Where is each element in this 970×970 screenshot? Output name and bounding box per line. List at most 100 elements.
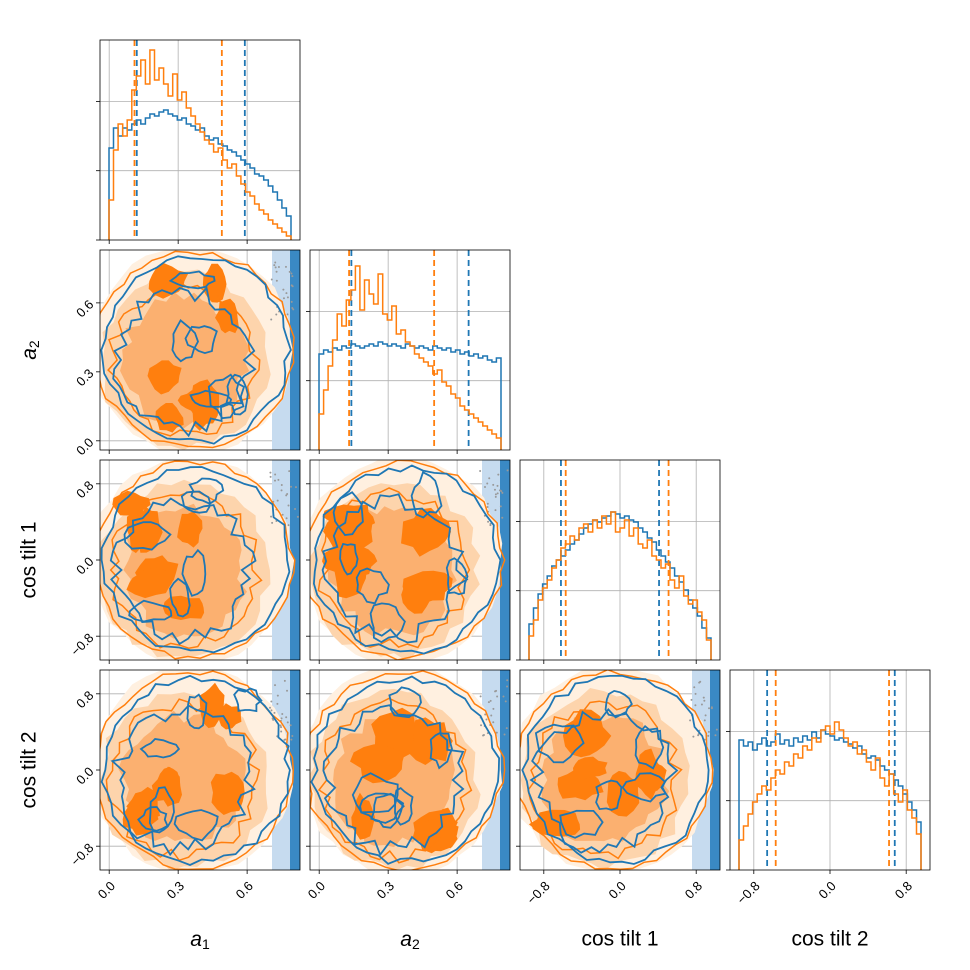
sample-point: [285, 292, 288, 295]
contour-blue: [100, 674, 291, 866]
sample-point: [480, 724, 483, 727]
sample-point: [281, 513, 284, 516]
contour-blue-island: [393, 786, 414, 826]
density-fill-orange-dark: [126, 567, 174, 599]
sample-point: [286, 492, 289, 495]
sample-point: [487, 520, 490, 523]
sample-point: [286, 313, 289, 316]
sample-point: [486, 502, 489, 505]
sample-point: [484, 713, 487, 716]
contour-blue: [109, 497, 257, 646]
sample-point: [504, 700, 507, 703]
sample-point: [291, 275, 294, 278]
panel-cos_tilt_2-a1: [100, 670, 300, 870]
sample-point: [286, 296, 289, 299]
sample-point: [700, 703, 703, 706]
contour-blue-island: [139, 738, 181, 759]
sample-point: [693, 686, 696, 689]
sample-point: [274, 684, 277, 687]
sample-point: [275, 279, 278, 282]
contour-blue-island: [168, 270, 216, 290]
density-fill-blue-dark: [290, 250, 300, 450]
sample-point: [275, 270, 278, 273]
sample-point: [494, 690, 497, 693]
x-axis-label-cos_tilt_1: cos tilt 1: [581, 928, 658, 951]
contour-blue-island: [173, 809, 219, 842]
contour-blue-island: [171, 319, 199, 363]
contour-blue-island: [184, 325, 218, 355]
histogram-series-b: [528, 511, 712, 660]
sample-point: [493, 488, 496, 491]
sample-point: [292, 308, 295, 311]
sample-point: [694, 692, 697, 695]
density-fill-orange-dark: [218, 703, 242, 730]
sample-point: [704, 714, 707, 717]
sample-point: [501, 491, 504, 494]
sample-point: [494, 495, 497, 498]
sample-point: [275, 313, 278, 316]
sample-point: [273, 711, 276, 714]
panel-cos_tilt_1-cos_tilt_1: [520, 460, 720, 660]
sample-point: [487, 701, 490, 704]
contour-blue: [112, 286, 257, 438]
panel-frame: [309, 249, 511, 451]
contour-blue-island: [621, 772, 668, 803]
sample-point: [277, 478, 280, 481]
sample-point: [270, 278, 273, 281]
y-axis-label-cos_tilt_1: cos tilt 1: [18, 521, 41, 598]
sample-point: [492, 721, 495, 724]
contour-blue-island: [123, 521, 172, 551]
sample-point: [270, 700, 273, 703]
contour-blue-island: [359, 792, 405, 824]
contour-blue-island: [339, 542, 359, 576]
density-fill-orange-dark: [573, 756, 608, 780]
sample-point: [283, 679, 286, 682]
panel-frame: [99, 249, 301, 451]
sample-point: [273, 479, 276, 482]
sample-point: [274, 266, 277, 269]
sample-point: [496, 695, 499, 698]
contour-blue-island: [233, 687, 263, 713]
contour-blue: [322, 704, 465, 857]
sample-point: [280, 489, 283, 492]
density-fill-orange-dark: [350, 744, 405, 784]
contour-blue-island: [180, 490, 211, 514]
contour-orange: [107, 280, 261, 437]
contour-blue: [529, 708, 679, 854]
contour-blue-island: [534, 723, 585, 764]
density-fill-orange-dark: [138, 506, 163, 553]
contour-blue-island: [369, 602, 406, 644]
sample-point: [282, 297, 285, 300]
density-fill-orange-dark: [159, 766, 182, 807]
sample-point: [692, 735, 695, 738]
density-fill-orange-dark: [210, 771, 245, 815]
sample-point: [285, 716, 288, 719]
sample-point: [488, 477, 491, 480]
sample-point: [698, 681, 701, 684]
y-axis-label-cos_tilt_2: cos tilt 2: [18, 731, 41, 808]
sample-point: [290, 300, 293, 303]
sample-point: [270, 709, 273, 712]
panel-cos_tilt_2-a2: [310, 670, 510, 870]
sample-point: [270, 515, 273, 518]
density-fill-blue-dark: [290, 670, 300, 870]
density-fill-orange-dark: [155, 403, 184, 433]
density-fill-blue-dark: [710, 670, 720, 870]
sample-point: [495, 731, 498, 734]
sample-point: [274, 261, 277, 264]
sample-point: [285, 517, 288, 520]
density-fill-orange-dark: [162, 595, 205, 620]
sample-point: [708, 707, 711, 710]
contour-orange: [520, 670, 714, 870]
sample-point: [714, 734, 717, 737]
contour-blue-island: [559, 809, 604, 839]
contour-blue-island: [595, 779, 623, 811]
sample-point: [503, 733, 506, 736]
density-fill-orange-dark: [606, 770, 640, 817]
contour-blue-island: [634, 724, 665, 770]
contour-blue-island: [169, 577, 191, 618]
sample-point: [274, 473, 277, 476]
density-fill-orange-dark: [563, 709, 612, 758]
sample-point: [506, 685, 509, 688]
